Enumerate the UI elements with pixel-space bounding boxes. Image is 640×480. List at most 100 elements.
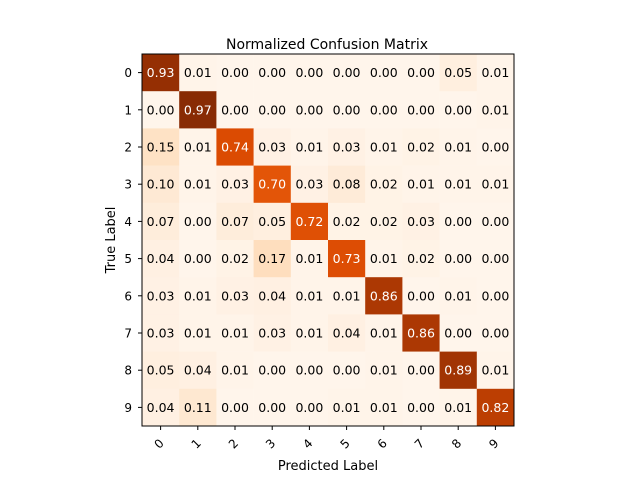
cell-value-label: 0.01 bbox=[444, 400, 472, 415]
heatmap-cell bbox=[328, 351, 366, 390]
heatmap-cell bbox=[179, 277, 217, 315]
heatmap-cell bbox=[253, 202, 292, 241]
cell-value-label: 0.04 bbox=[258, 288, 286, 303]
y-tick-label: 9 bbox=[124, 401, 132, 415]
heatmap-cell bbox=[365, 165, 403, 204]
heatmap-cell bbox=[476, 314, 515, 352]
cell-value-label: 0.03 bbox=[295, 177, 323, 192]
cell-value-label: 0.05 bbox=[147, 363, 175, 378]
heatmap-cell bbox=[439, 202, 478, 241]
heatmap-cell bbox=[253, 388, 292, 427]
cell-value-label: 0.73 bbox=[333, 251, 361, 266]
heatmap-cell bbox=[402, 351, 440, 390]
heatmap-cell bbox=[476, 165, 515, 204]
heatmap-cell bbox=[476, 388, 515, 427]
cell-value-label: 0.01 bbox=[295, 140, 323, 155]
heatmap-cell bbox=[142, 202, 180, 241]
y-tick-label: 2 bbox=[124, 141, 132, 155]
cell-value-label: 0.05 bbox=[258, 214, 286, 229]
heatmap-cell bbox=[253, 277, 292, 315]
heatmap-cell bbox=[142, 91, 180, 129]
cell-value-label: 0.86 bbox=[370, 288, 398, 303]
y-axis: 0 1 2 3 4 5 6 7 8 9 bbox=[124, 66, 142, 415]
cell-value-label: 0.01 bbox=[295, 326, 323, 341]
heatmap-cell bbox=[365, 91, 403, 129]
cell-value-label: 0.00 bbox=[407, 102, 435, 117]
heatmap-cell bbox=[253, 54, 292, 92]
heatmap-cell bbox=[216, 128, 254, 166]
heatmap-cell bbox=[328, 314, 366, 352]
cell-value-label: 0.01 bbox=[370, 251, 398, 266]
heatmap-cell bbox=[439, 277, 478, 315]
cell-value-label: 0.00 bbox=[370, 102, 398, 117]
heatmap-cell bbox=[179, 128, 217, 166]
heatmap-cell bbox=[476, 54, 515, 92]
cell-value-label: 0.01 bbox=[184, 65, 212, 80]
cell-value-label: 0.86 bbox=[407, 326, 435, 341]
cell-value-label: 0.00 bbox=[444, 251, 472, 266]
cell-value-label: 0.00 bbox=[407, 363, 435, 378]
cell-value-label: 0.00 bbox=[184, 251, 212, 266]
heatmap-cell bbox=[216, 388, 254, 427]
cell-value-label: 0.00 bbox=[221, 102, 249, 117]
cell-value-label: 0.00 bbox=[333, 363, 361, 378]
heatmap-cell bbox=[402, 128, 440, 166]
heatmap-cell bbox=[142, 165, 180, 204]
cell-value-label: 0.03 bbox=[147, 326, 175, 341]
heatmap-cell bbox=[179, 314, 217, 352]
cell-value-label: 0.00 bbox=[295, 102, 323, 117]
heatmap-cell bbox=[365, 240, 403, 278]
plot-frame bbox=[141, 53, 515, 427]
cell-value-label: 0.04 bbox=[184, 363, 212, 378]
heatmap-cell bbox=[328, 165, 366, 204]
heatmap-cell bbox=[439, 165, 478, 204]
heatmap-cell bbox=[328, 388, 366, 427]
cell-value-label: 0.00 bbox=[295, 400, 323, 415]
cell-value-label: 0.01 bbox=[444, 288, 472, 303]
heatmap-cell bbox=[290, 314, 329, 352]
heatmap-cell bbox=[216, 277, 254, 315]
heatmap-cell bbox=[142, 54, 180, 92]
heatmap-cell bbox=[253, 314, 292, 352]
cell-value-label: 0.04 bbox=[147, 251, 175, 266]
cell-value-label: 0.01 bbox=[333, 288, 361, 303]
heatmap-cell bbox=[179, 351, 217, 390]
cell-value-label: 0.00 bbox=[407, 288, 435, 303]
y-tick-label: 1 bbox=[124, 103, 132, 117]
cell-value-label: 0.02 bbox=[221, 251, 249, 266]
cell-value-label: 0.93 bbox=[147, 65, 175, 80]
heatmap-cell bbox=[253, 351, 292, 390]
cell-value-label: 0.01 bbox=[295, 251, 323, 266]
cell-value-label: 0.03 bbox=[258, 326, 286, 341]
cell-value-label: 0.07 bbox=[147, 214, 175, 229]
cell-value-label: 0.00 bbox=[295, 65, 323, 80]
cell-value-label: 0.11 bbox=[184, 400, 212, 415]
cell-value-label: 0.03 bbox=[147, 288, 175, 303]
cell-value-label: 0.01 bbox=[333, 400, 361, 415]
cell-value-label: 0.00 bbox=[444, 214, 472, 229]
cell-value-label: 0.01 bbox=[444, 177, 472, 192]
heatmap-cell bbox=[290, 351, 329, 390]
heatmap-cell bbox=[216, 91, 254, 129]
heatmap-cell bbox=[290, 128, 329, 166]
heatmap-cell bbox=[290, 54, 329, 92]
heatmap-cell bbox=[142, 351, 180, 390]
heatmap-cell bbox=[290, 91, 329, 129]
heatmap-cell bbox=[328, 54, 366, 92]
heatmap-cells bbox=[142, 54, 515, 427]
heatmap-cell bbox=[216, 240, 254, 278]
cell-value-label: 0.15 bbox=[147, 140, 175, 155]
heatmap-cell bbox=[253, 240, 292, 278]
y-tick-label: 3 bbox=[124, 178, 132, 192]
heatmap-cell bbox=[439, 314, 478, 352]
y-tick-label: 7 bbox=[124, 327, 132, 341]
y-tick-label: 0 bbox=[124, 66, 132, 80]
cell-value-label: 0.03 bbox=[221, 288, 249, 303]
heatmap-cell bbox=[402, 54, 440, 92]
heatmap-cell bbox=[179, 388, 217, 427]
cell-value-label: 0.01 bbox=[481, 177, 509, 192]
heatmap-cell bbox=[439, 91, 478, 129]
heatmap-cell bbox=[253, 91, 292, 129]
cell-value-label: 0.00 bbox=[444, 326, 472, 341]
